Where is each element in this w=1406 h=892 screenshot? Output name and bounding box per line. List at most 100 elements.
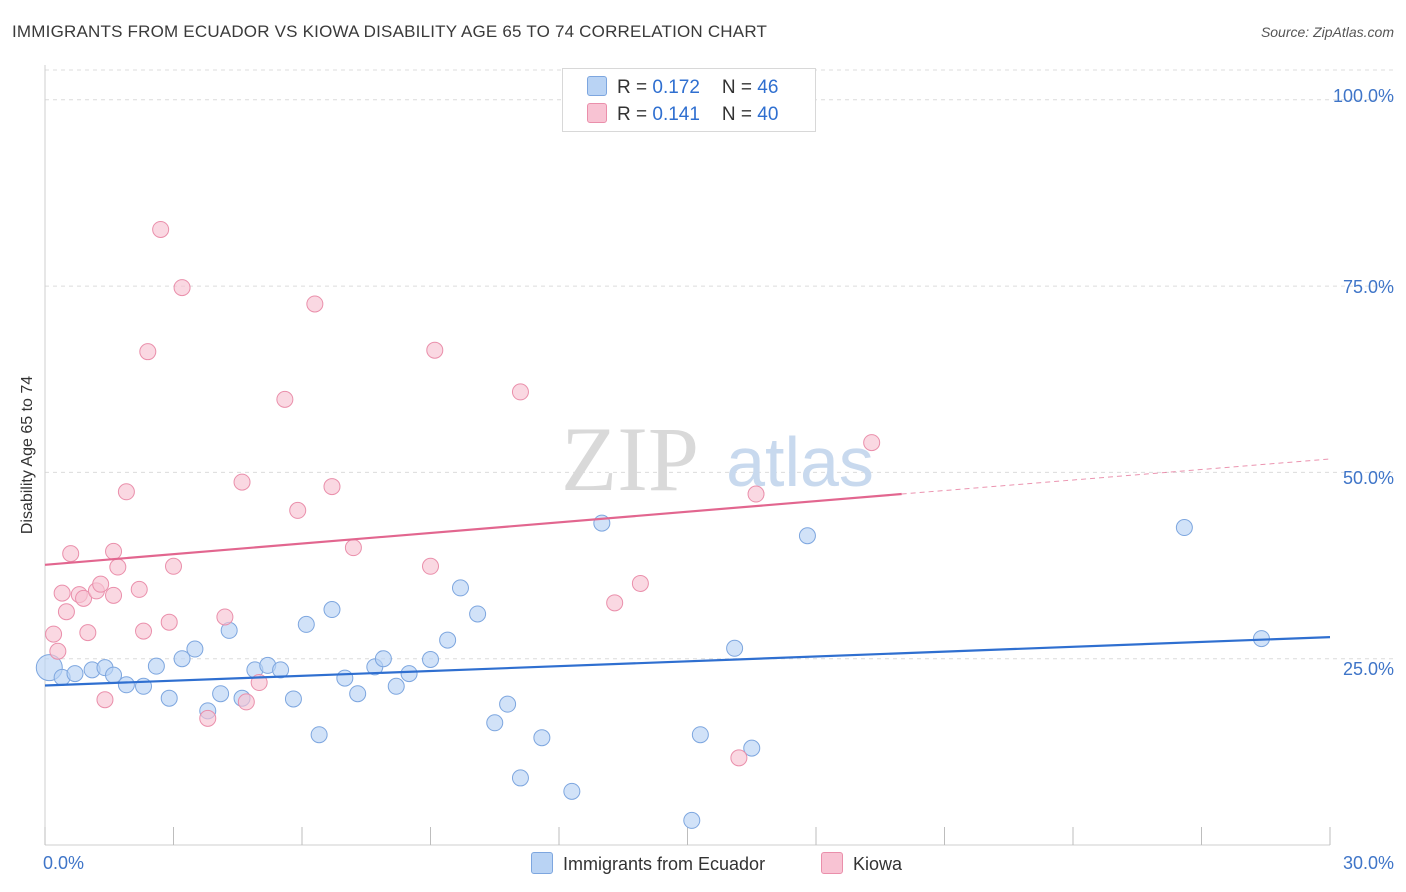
data-point-kiowa bbox=[49, 642, 67, 660]
data-point-ecuador bbox=[499, 695, 517, 713]
y-tick-label-25: 25.0% bbox=[1342, 659, 1394, 679]
x-tick-label-max: 30.0% bbox=[1342, 853, 1394, 873]
legend-swatch-ecuador bbox=[587, 76, 607, 96]
legend: R = 0.172 N = 46 R = 0.141 N = 40 bbox=[562, 68, 816, 132]
data-point-ecuador bbox=[451, 579, 469, 597]
watermark-atlas: atlas bbox=[726, 423, 874, 501]
data-point-ecuador bbox=[469, 605, 487, 623]
data-point-ecuador bbox=[272, 661, 290, 679]
data-point-ecuador bbox=[691, 726, 709, 744]
data-point-kiowa bbox=[511, 383, 529, 401]
data-point-kiowa bbox=[216, 608, 234, 626]
series-kiowa-points bbox=[45, 220, 881, 767]
legend-n-label: N = bbox=[721, 104, 758, 125]
legend-r-label: R = bbox=[617, 77, 653, 98]
legend-r-value: 0.141 bbox=[652, 104, 700, 125]
data-point-kiowa bbox=[606, 594, 624, 612]
data-point-kiowa bbox=[237, 693, 255, 711]
data-point-ecuador bbox=[486, 714, 504, 732]
grid-lines bbox=[45, 69, 1395, 660]
legend-n-label: N = bbox=[721, 77, 758, 98]
y-tick-label-75: 75.0% bbox=[1342, 277, 1394, 297]
bottom-legend-swatch-kiowa bbox=[821, 852, 843, 874]
data-point-ecuador bbox=[533, 729, 551, 747]
data-point-ecuador bbox=[743, 739, 761, 757]
data-point-ecuador bbox=[212, 685, 230, 703]
data-point-kiowa bbox=[426, 341, 444, 359]
data-point-kiowa bbox=[422, 557, 439, 575]
data-point-ecuador bbox=[66, 665, 84, 683]
trendline-kiowa-extension bbox=[901, 458, 1331, 495]
axes bbox=[44, 65, 1331, 846]
data-point-kiowa bbox=[152, 220, 170, 238]
legend-n-value: 46 bbox=[757, 77, 779, 98]
chart-title: IMMIGRANTS FROM ECUADOR VS KIOWA DISABIL… bbox=[12, 22, 768, 41]
data-point-ecuador bbox=[683, 811, 701, 829]
bottom-legend-swatch-ecuador bbox=[531, 852, 553, 874]
legend-r-label: R = bbox=[617, 104, 653, 125]
data-point-ecuador bbox=[323, 601, 341, 619]
source-label: Source: ZipAtlas.com bbox=[1260, 24, 1394, 40]
trendline-ecuador bbox=[44, 635, 1331, 687]
data-point-kiowa bbox=[105, 542, 123, 560]
data-point-kiowa bbox=[165, 557, 182, 575]
data-point-ecuador bbox=[726, 639, 744, 657]
data-point-kiowa bbox=[117, 483, 135, 501]
data-point-ecuador bbox=[336, 669, 354, 687]
bottom-legend-label-ecuador: Immigrants from Ecuador bbox=[563, 854, 766, 874]
data-point-kiowa bbox=[75, 589, 93, 607]
data-point-kiowa bbox=[289, 501, 307, 519]
data-point-kiowa bbox=[306, 295, 324, 313]
data-point-ecuador bbox=[160, 689, 178, 707]
data-point-ecuador bbox=[374, 650, 392, 668]
data-point-kiowa bbox=[57, 603, 75, 621]
data-point-kiowa bbox=[105, 586, 123, 604]
bottom-legend-kiowa: Kiowa bbox=[821, 852, 902, 875]
x-tick-label-min: 0.0% bbox=[43, 853, 85, 873]
data-point-kiowa bbox=[45, 625, 63, 643]
legend-swatch-kiowa bbox=[587, 103, 607, 123]
data-point-kiowa bbox=[139, 343, 157, 361]
legend-row-ecuador: R = 0.172 N = 46 bbox=[587, 76, 778, 98]
legend-r-value: 0.172 bbox=[652, 77, 700, 98]
data-point-kiowa bbox=[323, 478, 341, 496]
data-point-ecuador bbox=[798, 527, 816, 545]
data-point-kiowa bbox=[62, 545, 80, 563]
trend-lines bbox=[44, 458, 1331, 687]
data-point-kiowa bbox=[130, 580, 148, 598]
data-point-ecuador bbox=[511, 769, 529, 787]
data-point-kiowa bbox=[160, 613, 178, 631]
data-point-ecuador bbox=[147, 657, 165, 675]
data-point-ecuador bbox=[186, 640, 204, 658]
bottom-legend-label-kiowa: Kiowa bbox=[853, 854, 903, 874]
data-point-kiowa bbox=[631, 574, 649, 592]
data-point-ecuador bbox=[349, 685, 367, 703]
data-point-kiowa bbox=[135, 622, 153, 640]
data-point-kiowa bbox=[79, 624, 97, 642]
data-point-ecuador bbox=[284, 690, 302, 708]
data-point-ecuador bbox=[387, 677, 405, 695]
data-point-kiowa bbox=[173, 279, 191, 297]
data-point-kiowa bbox=[92, 575, 110, 593]
data-point-kiowa bbox=[96, 691, 114, 709]
bottom-legend-ecuador: Immigrants from Ecuador bbox=[531, 852, 765, 875]
data-point-ecuador bbox=[563, 782, 581, 800]
data-point-ecuador bbox=[422, 650, 439, 668]
data-point-ecuador bbox=[1175, 519, 1193, 537]
y-tick-label-50: 50.0% bbox=[1342, 468, 1394, 488]
data-point-ecuador bbox=[173, 650, 191, 668]
data-point-ecuador bbox=[400, 665, 418, 683]
data-point-kiowa bbox=[199, 709, 217, 727]
data-point-kiowa bbox=[730, 749, 748, 767]
data-point-ecuador bbox=[297, 615, 315, 633]
data-point-ecuador bbox=[117, 676, 135, 694]
data-point-kiowa bbox=[863, 434, 881, 452]
trendline-kiowa bbox=[44, 492, 902, 566]
data-point-ecuador bbox=[439, 631, 457, 649]
zipatlas-watermark: ZIP atlas bbox=[561, 408, 874, 510]
legend-n-value: 40 bbox=[757, 104, 779, 125]
data-point-kiowa bbox=[53, 584, 71, 602]
data-point-kiowa bbox=[109, 558, 127, 576]
watermark-zip: ZIP bbox=[561, 408, 699, 510]
